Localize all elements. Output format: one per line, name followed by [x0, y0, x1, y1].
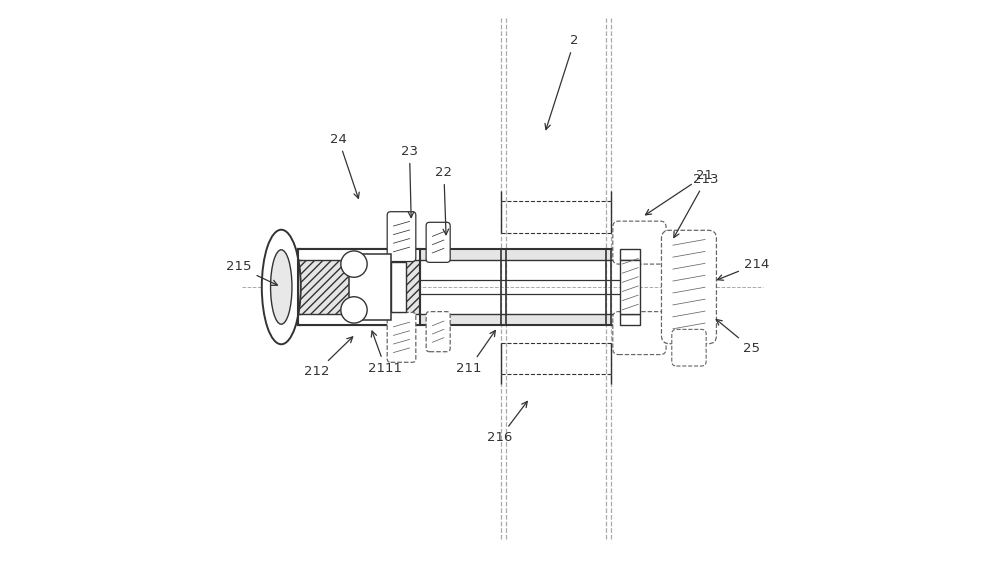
Bar	[298, 315, 420, 325]
Bar	[620, 315, 640, 325]
Text: 2: 2	[545, 34, 579, 130]
Bar	[349, 254, 391, 320]
Ellipse shape	[271, 250, 292, 324]
Bar	[420, 249, 635, 259]
FancyBboxPatch shape	[661, 230, 716, 344]
Text: 23: 23	[401, 145, 418, 218]
Bar	[620, 249, 640, 259]
Circle shape	[341, 251, 367, 277]
FancyBboxPatch shape	[387, 212, 416, 262]
Text: 215: 215	[226, 261, 277, 285]
FancyBboxPatch shape	[426, 222, 450, 262]
Ellipse shape	[262, 230, 301, 344]
Bar	[391, 262, 406, 312]
Text: 216: 216	[487, 401, 527, 444]
Text: 25: 25	[716, 320, 760, 355]
Bar	[620, 259, 640, 315]
Text: 21: 21	[645, 169, 713, 215]
Text: 22: 22	[435, 166, 452, 235]
Bar	[298, 249, 420, 259]
Text: 24: 24	[330, 133, 359, 198]
Bar	[420, 315, 635, 325]
Bar	[298, 249, 420, 325]
FancyBboxPatch shape	[426, 312, 450, 352]
Text: 213: 213	[674, 173, 719, 238]
FancyBboxPatch shape	[672, 329, 706, 366]
Text: 211: 211	[456, 331, 495, 375]
Text: 212: 212	[304, 337, 353, 378]
Text: 2111: 2111	[368, 331, 402, 375]
Text: 214: 214	[717, 258, 769, 280]
FancyBboxPatch shape	[613, 221, 666, 264]
FancyBboxPatch shape	[613, 312, 666, 355]
FancyBboxPatch shape	[387, 312, 416, 362]
Circle shape	[341, 297, 367, 323]
Bar	[298, 249, 420, 325]
